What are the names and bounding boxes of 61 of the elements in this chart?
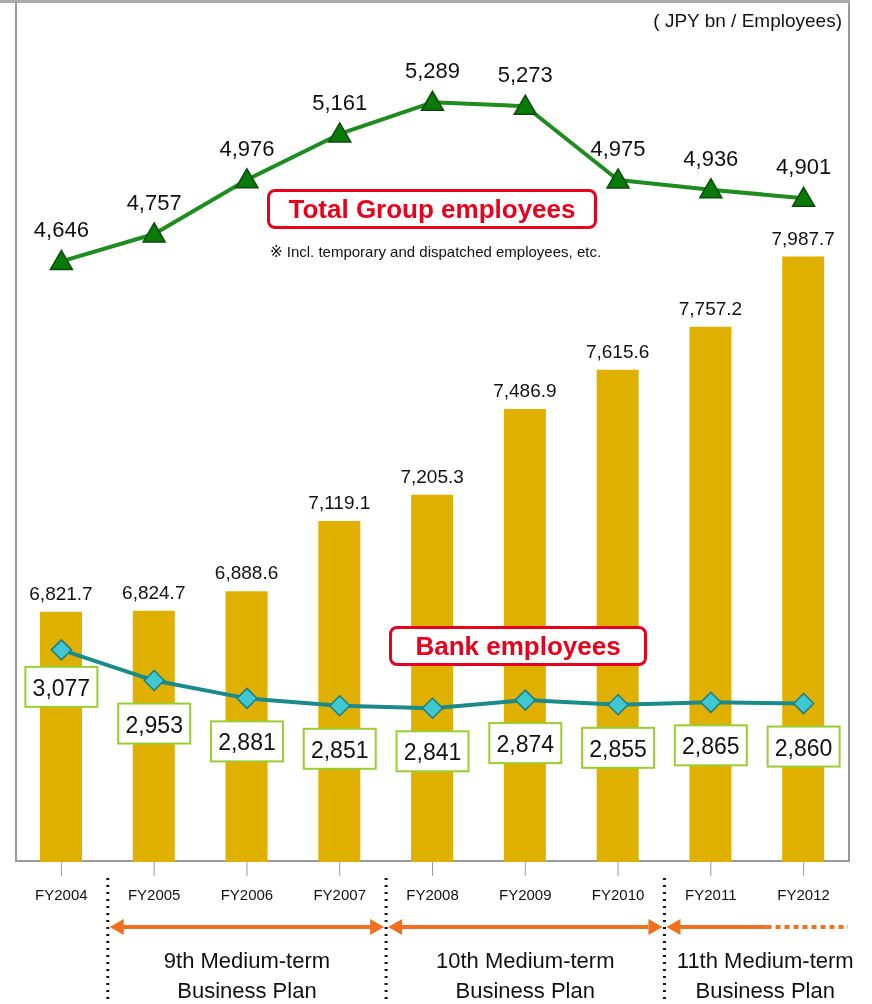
point [420,90,445,112]
annotation: ( JPY bn / Employees) [653,10,842,32]
point [792,692,815,715]
text: 9th Medium-term Business Plan [162,947,332,1004]
data-label: 7,615.6 [585,340,650,362]
x-tick-label: FY2010 [591,886,645,903]
data-label: 7,119.1 [308,492,371,514]
x-tick-label: FY2011 [685,886,737,903]
data-label: 7,486.9 [493,380,557,402]
data-label: 6,821.7 [29,582,93,604]
x-tick-label: FY2008 [406,886,459,903]
point [327,122,352,143]
x-tick-label: FY2004 [35,886,88,903]
point [606,168,630,189]
x-tick-label: FY2006 [220,886,274,903]
data-label: 7,757.2 [678,297,743,319]
annotation: ※ Incl. temporary and dispatched employees, etc. [270,243,602,261]
data-label: 2,865 [682,733,740,760]
data-label: 2,860 [774,734,833,761]
series-label: Bank employees [389,626,647,666]
point [143,669,165,692]
data-label: 4,901 [776,154,832,180]
point [235,168,259,189]
data-label: 4,976 [219,135,275,161]
point [421,697,444,720]
data-label: 2,953 [125,711,183,738]
point [514,689,537,711]
x-tick-label: FY2005 [127,886,181,903]
text: 10th Medium-term Business Plan [435,947,616,1004]
point [328,695,351,717]
data-label: 6,824.7 [122,581,186,603]
data-label: 2,855 [589,735,647,762]
point [700,691,722,714]
x-tick-label: FY2012 [777,886,830,903]
point [142,222,166,243]
point [699,177,723,199]
data-label: 4,646 [33,217,89,243]
data-label: 4,757 [126,189,182,215]
data-label: 5,289 [404,58,461,84]
point [607,694,629,716]
data-label: 5,161 [312,89,368,115]
point [50,639,73,661]
data-label: 4,975 [590,136,646,161]
data-label: 4,936 [683,145,739,171]
point [791,186,816,208]
x-tick-label: FY2007 [313,886,366,903]
point [49,249,74,271]
data-label: 2,874 [496,731,555,758]
data-label: 6,888.6 [214,562,279,584]
point [236,687,258,710]
point [513,94,538,115]
data-label: 3,077 [32,674,91,701]
text: 11th Medium-term Business Plan [675,947,855,1004]
data-label: 2,841 [403,739,462,766]
data-label: 5,273 [497,62,553,88]
data-label: 7,987.7 [771,227,835,249]
data-label: 2,851 [310,736,369,763]
x-tick-label: FY2009 [499,886,552,903]
data-label: 2,881 [218,729,276,756]
series-label: Total Group employees [267,189,597,229]
data-label: 7,205.3 [400,465,464,487]
